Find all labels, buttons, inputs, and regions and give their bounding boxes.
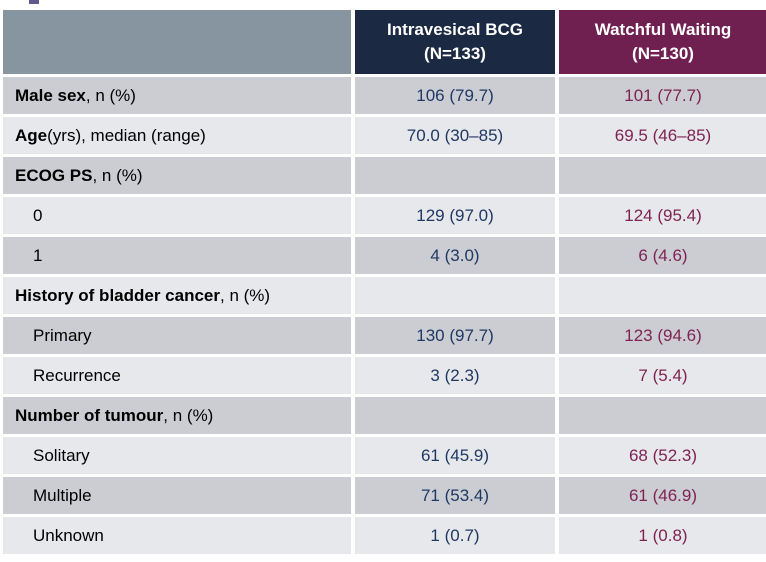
value-age-bcg: 70.0 (30–85) [355,117,555,154]
value-number-tumour-bcg [355,397,555,434]
label-rest: , n (%) [85,85,136,105]
value-male-sex-bcg: 106 (79.7) [355,77,555,114]
header-cell-watchful-waiting: Watchful Waiting (N=130) [559,10,766,74]
label-rest: Primary [33,325,92,345]
row-label-multiple: Multiple [3,477,351,514]
value-ecog-1-bcg: 4 (3.0) [355,237,555,274]
label-bold: Age [15,125,48,145]
row-label-number-of-tumour: Number of tumour, n (%) [3,397,351,434]
row-label-primary: Primary [3,317,351,354]
label-bold: ECOG PS [15,165,93,185]
header-bcg-line1: Intravesical BCG [386,20,524,40]
row-label-history-bladder-cancer: History of bladder cancer, n (%) [3,277,351,314]
label-rest: Solitary [33,445,90,465]
label-rest: Recurrence [33,365,121,385]
value-age-ww: 69.5 (46–85) [559,117,766,154]
header-ww-line2: (N=130) [632,44,694,63]
cropped-title-fragment [29,0,39,4]
value-primary-ww: 123 (94.6) [559,317,766,354]
label-bold: Male sex [15,85,86,105]
label-rest: Unknown [33,525,104,545]
label-rest: , n (%) [163,405,214,425]
value-solitary-ww: 68 (52.3) [559,437,766,474]
value-multiple-bcg: 71 (53.4) [355,477,555,514]
label-rest: 0 [33,205,43,225]
value-multiple-ww: 61 (46.9) [559,477,766,514]
value-unknown-ww: 1 (0.8) [559,517,766,554]
value-ecog-ps-ww [559,157,766,194]
label-rest: 1 [33,245,43,265]
value-history-ww [559,277,766,314]
baseline-characteristics-table: Intravesical BCG (N=133) Watchful Waitin… [3,10,766,554]
value-unknown-bcg: 1 (0.7) [355,517,555,554]
row-label-ecog-1: 1 [3,237,351,274]
header-cell-intravesical-bcg: Intravesical BCG (N=133) [355,10,555,74]
value-recurrence-bcg: 3 (2.3) [355,357,555,394]
label-bold: History of bladder cancer [15,285,221,305]
label-rest: Multiple [33,485,92,505]
value-ecog-1-ww: 6 (4.6) [559,237,766,274]
row-label-ecog-0: 0 [3,197,351,234]
value-history-bcg [355,277,555,314]
row-label-solitary: Solitary [3,437,351,474]
value-male-sex-ww: 101 (77.7) [559,77,766,114]
value-solitary-bcg: 61 (45.9) [355,437,555,474]
row-label-unknown: Unknown [3,517,351,554]
value-ecog-0-ww: 124 (95.4) [559,197,766,234]
header-cell-blank [3,10,351,74]
row-label-recurrence: Recurrence [3,357,351,394]
row-label-ecog-ps: ECOG PS, n (%) [3,157,351,194]
row-label-male-sex: Male sex, n (%) [3,77,351,114]
value-ecog-0-bcg: 129 (97.0) [355,197,555,234]
label-rest: (yrs), median (range) [47,125,206,145]
value-primary-bcg: 130 (97.7) [355,317,555,354]
value-recurrence-ww: 7 (5.4) [559,357,766,394]
label-rest: , n (%) [92,165,143,185]
value-ecog-ps-bcg [355,157,555,194]
header-bcg-line2: (N=133) [424,44,486,63]
header-ww-line1: Watchful Waiting [594,20,732,40]
row-label-age: Age (yrs), median (range) [3,117,351,154]
value-number-tumour-ww [559,397,766,434]
label-bold: Number of tumour [15,405,164,425]
label-rest: , n (%) [220,285,271,305]
